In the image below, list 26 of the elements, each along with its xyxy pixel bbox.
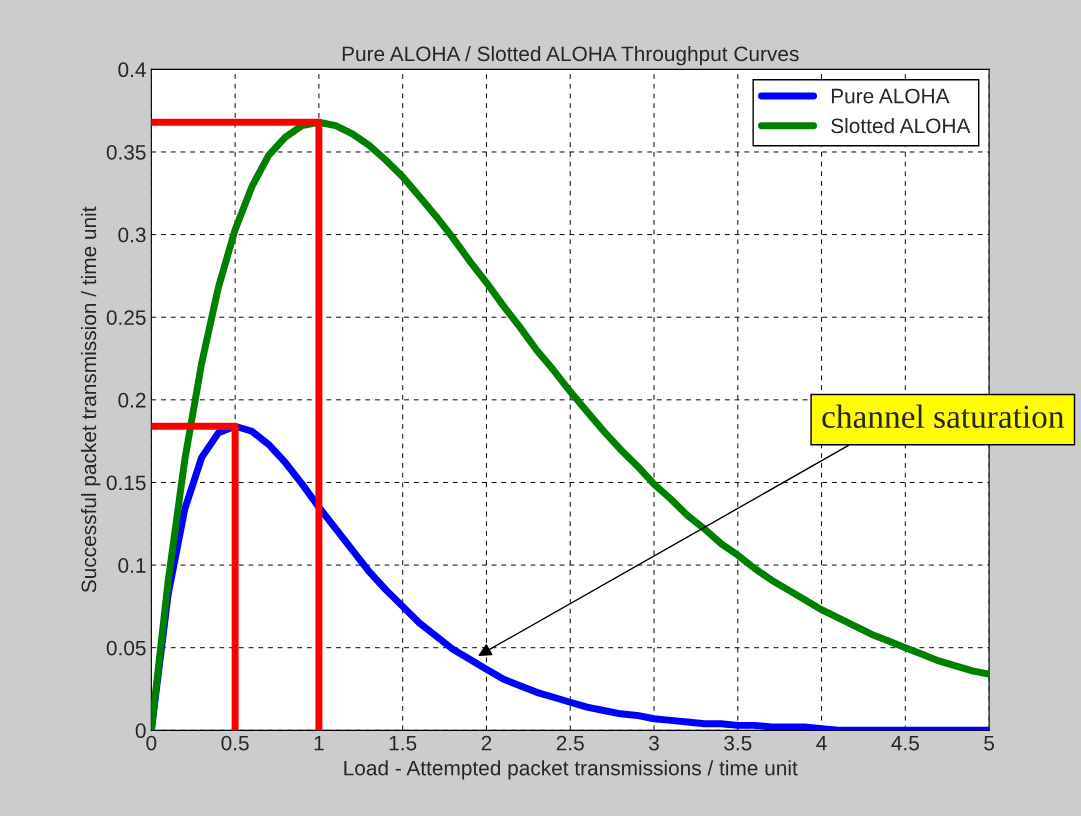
x-tick-label: 0	[146, 735, 157, 751]
x-tick-label: 1.5	[389, 735, 417, 751]
x-tick-label: 2	[481, 735, 492, 751]
y-tick-label: 0.15	[106, 475, 146, 491]
y-tick-label: 0	[135, 723, 146, 739]
y-axis-title: Successful packet transmission / time unit	[80, 206, 101, 593]
x-tick-label: 5	[984, 735, 995, 751]
chart-title: Pure ALOHA / Slotted ALOHA Throughput Curves	[342, 45, 799, 66]
y-tick-label: 0.35	[106, 144, 146, 160]
x-tick-label: 1	[314, 735, 324, 751]
x-tick-label: 3	[649, 735, 659, 751]
legend-label: Pure ALOHA	[831, 88, 950, 104]
y-tick-label: 0.1	[118, 558, 146, 573]
x-tick-label: 3.5	[724, 735, 752, 751]
y-tick-label: 0.3	[118, 227, 146, 243]
x-tick-label: 0.5	[221, 735, 249, 751]
legend-label: Slotted ALOHA	[831, 117, 971, 134]
y-tick-label: 0.2	[118, 392, 146, 408]
annotation: channel saturation	[822, 404, 1064, 429]
y-tick-label: 0.4	[118, 62, 146, 78]
x-axis-title: Load - Attempted packet transmissions / time unit	[344, 760, 798, 780]
x-tick-label: 4	[816, 735, 827, 751]
y-tick-label: 0.05	[106, 640, 146, 656]
x-tick-label: 4.5	[891, 735, 919, 751]
y-tick-label: 0.25	[106, 310, 146, 325]
x-tick-label: 2.5	[556, 735, 584, 751]
